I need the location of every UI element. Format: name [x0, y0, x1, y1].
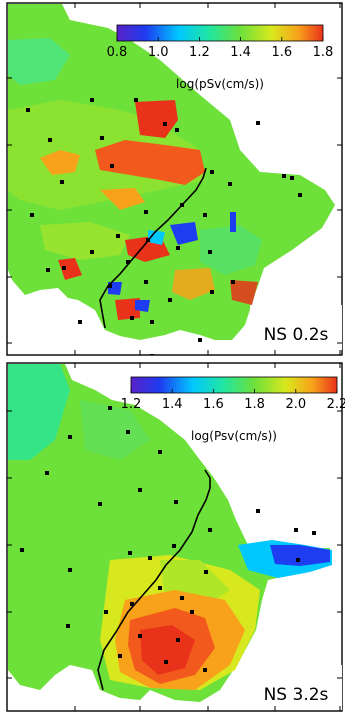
- station-marker: [48, 138, 52, 142]
- station-marker: [128, 551, 132, 555]
- station-marker: [90, 250, 94, 254]
- panel-top-field: [8, 4, 342, 355]
- station-marker: [68, 568, 72, 572]
- panel-top: 0.8 1.0 1.2 1.4 1.6 1.8 log(pSv(cm/s)) NS 0.2…: [6, 2, 343, 356]
- station-marker: [108, 284, 112, 288]
- colorbar-tick-label: 2.0: [285, 397, 306, 412]
- colorbar-tick-label: 1.8: [313, 45, 334, 60]
- station-marker: [150, 354, 154, 355]
- station-marker: [256, 509, 260, 513]
- station-marker: [176, 246, 180, 250]
- station-marker: [176, 638, 180, 642]
- colorbar-tick-label: 2.2: [327, 397, 345, 412]
- station-marker: [45, 471, 49, 475]
- colorbar-tick-label: 1.0: [148, 45, 169, 60]
- station-marker: [78, 320, 82, 324]
- station-marker: [118, 654, 122, 658]
- station-marker: [126, 430, 130, 434]
- frame-ticks: [7, 3, 342, 711]
- station-marker: [138, 634, 142, 638]
- station-marker: [164, 660, 168, 664]
- station-marker: [144, 280, 148, 284]
- station-marker: [110, 164, 114, 168]
- fault-trace-bottom: [97, 469, 211, 691]
- station-marker: [208, 250, 212, 254]
- station-marker: [138, 488, 142, 492]
- panel-bottom: 1.2 1.4 1.6 1.8 2.0 2.2 log(Psv(cm/s)) NS 3.2…: [6, 362, 345, 712]
- station-marker: [126, 260, 130, 264]
- colorbar-tick-label: 1.6: [271, 45, 292, 60]
- station-marker: [150, 320, 154, 324]
- station-marker: [46, 268, 50, 272]
- station-marker: [134, 98, 138, 102]
- panel-top-label: NS 0.2s: [264, 325, 329, 345]
- station-marker: [174, 500, 178, 504]
- station-marker: [180, 203, 184, 207]
- station-marker: [148, 556, 152, 560]
- panel-bottom-field: [8, 364, 342, 710]
- station-marker: [108, 406, 112, 410]
- station-marker: [90, 98, 94, 102]
- station-marker: [26, 108, 30, 112]
- station-marker: [282, 174, 286, 178]
- station-marker: [144, 210, 148, 214]
- station-marker: [130, 316, 134, 320]
- station-marker: [100, 136, 104, 140]
- station-marker: [198, 338, 202, 342]
- station-marker: [294, 528, 298, 532]
- station-marker: [62, 266, 66, 270]
- panel-bottom-label: NS 3.2s: [264, 685, 329, 705]
- stations-top: [26, 98, 302, 355]
- station-marker: [66, 624, 70, 628]
- station-marker: [175, 128, 179, 132]
- colorbar-tick-label: 1.2: [189, 45, 210, 60]
- colorbar-top-label: log(pSv(cm/s)): [176, 77, 264, 91]
- station-marker: [190, 610, 194, 614]
- colorbar-tick-label: 1.4: [230, 45, 251, 60]
- colorbar-bottom-label: log(Psv(cm/s)): [191, 429, 277, 443]
- station-marker: [104, 610, 108, 614]
- station-marker: [30, 213, 34, 217]
- station-marker: [158, 450, 162, 454]
- colorbar-tick-label: 0.8: [107, 45, 128, 60]
- colorbar-bottom: [130, 376, 338, 394]
- station-marker: [298, 193, 302, 197]
- stations-bottom: [20, 406, 316, 672]
- colorbar-top: [116, 24, 324, 42]
- station-marker: [158, 586, 162, 590]
- station-marker: [290, 176, 294, 180]
- station-marker: [256, 121, 260, 125]
- station-marker: [68, 435, 72, 439]
- station-marker: [180, 596, 184, 600]
- station-marker: [116, 234, 120, 238]
- station-marker: [231, 280, 235, 284]
- station-marker: [296, 558, 300, 562]
- station-marker: [98, 502, 102, 506]
- colorbar-bottom-ticks: 1.2 1.4 1.6 1.8 2.0 2.2: [121, 389, 345, 412]
- station-marker: [203, 213, 207, 217]
- station-marker: [20, 548, 24, 552]
- station-marker: [312, 531, 316, 535]
- station-marker: [228, 182, 232, 186]
- station-marker: [210, 170, 214, 174]
- station-marker: [172, 544, 176, 548]
- station-marker: [168, 298, 172, 302]
- station-marker: [210, 290, 214, 294]
- colorbar-tick-label: 1.2: [121, 397, 142, 412]
- station-marker: [204, 570, 208, 574]
- station-marker: [130, 602, 134, 606]
- station-marker: [208, 528, 212, 532]
- colorbar-top-ticks: 0.8 1.0 1.2 1.4 1.6 1.8: [107, 37, 334, 60]
- colorbar-tick-label: 1.8: [244, 397, 265, 412]
- station-marker: [203, 668, 207, 672]
- station-marker: [163, 122, 167, 126]
- station-marker: [60, 180, 64, 184]
- station-marker: [146, 238, 150, 242]
- colorbar-tick-label: 1.6: [203, 397, 224, 412]
- colorbar-tick-label: 1.4: [162, 397, 183, 412]
